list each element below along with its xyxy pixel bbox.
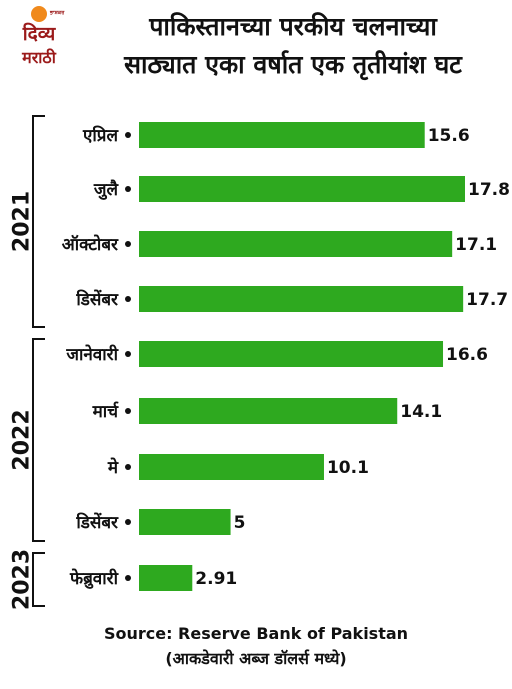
data-label: 17.8 — [468, 180, 510, 200]
category-dot — [125, 464, 131, 470]
bar — [139, 565, 193, 591]
bar — [139, 398, 398, 424]
bar — [139, 454, 324, 480]
data-label: 10.1 — [327, 458, 369, 478]
year-label: 2022 — [10, 409, 35, 470]
data-label: 15.6 — [428, 126, 470, 146]
category-label: फेब्रुवारी — [69, 568, 119, 589]
category-dot — [125, 351, 131, 357]
data-label: 17.7 — [466, 290, 508, 310]
category-dot — [125, 296, 131, 302]
divya-marathi-logo: ਭਾਸ਼ਕਰ दिव्य मराठी — [10, 6, 68, 72]
headline-line-1: पाकिस्तानच्या परकीय चलनाच्या — [149, 12, 437, 41]
category-label: डिसेंबर — [75, 289, 119, 310]
logo-tag: ਭਾਸ਼ਕਰ — [50, 10, 65, 16]
data-label: 17.1 — [455, 235, 497, 255]
year-bracket — [32, 115, 45, 328]
category-dot — [125, 241, 131, 247]
category-label: मे — [107, 457, 119, 478]
sun-icon — [31, 6, 47, 22]
headline-line-2: साठ्यात एका वर्षात एक तृतीयांश घट — [124, 50, 462, 79]
year-label: 2023 — [10, 549, 35, 610]
data-label: 5 — [234, 513, 246, 533]
bar — [139, 122, 425, 148]
logo-line-2: मराठी — [22, 48, 56, 67]
bar — [139, 341, 444, 367]
category-dot — [125, 186, 131, 192]
year-bracket — [32, 552, 45, 607]
data-label: 2.91 — [195, 569, 237, 589]
data-label: 14.1 — [400, 402, 442, 422]
bar — [139, 509, 231, 535]
bar — [139, 231, 453, 257]
source-note: Source: Reserve Bank of Pakistan — [103, 624, 409, 643]
category-label: डिसेंबर — [75, 512, 119, 533]
category-dot — [125, 575, 131, 581]
data-label: 16.6 — [446, 345, 488, 365]
category-label: जुलै — [93, 179, 120, 200]
category-label: एप्रिल — [82, 125, 119, 146]
bar — [139, 176, 465, 202]
year-label: 2021 — [10, 191, 35, 252]
chart-footer: Source: Reserve Bank of Pakistan (आकडेवा… — [0, 622, 512, 672]
category-dot — [125, 408, 131, 414]
logo-line-1: दिव्य — [22, 23, 56, 45]
year-bracket — [32, 338, 45, 542]
headline: पाकिस्तानच्या परकीय चलनाच्या साठ्यात एका… — [84, 8, 502, 84]
category-dot — [125, 132, 131, 138]
category-label: मार्च — [92, 401, 120, 422]
category-label: जानेवारी — [65, 344, 118, 365]
bar — [139, 286, 464, 312]
category-label: ऑक्टोबर — [62, 234, 119, 255]
unit-note: (आकडेवारी अब्ज डॉलर्स मध्ये) — [165, 649, 347, 668]
category-dot — [125, 519, 131, 525]
